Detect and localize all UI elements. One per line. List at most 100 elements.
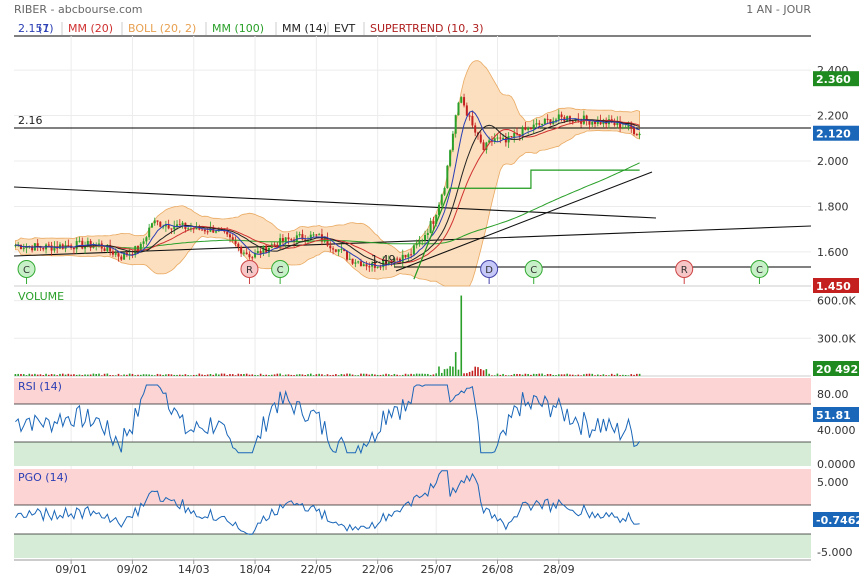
volume-bar [245, 373, 248, 376]
volume-bar [463, 373, 465, 376]
candle-body [25, 246, 28, 249]
low-price-label: 1.49 [371, 253, 396, 266]
candle-body [633, 127, 636, 135]
mm20-line [15, 119, 640, 264]
event-marker [271, 260, 290, 278]
candle-body [488, 140, 491, 143]
candle-body [496, 137, 499, 139]
candle-body [128, 253, 131, 256]
volume-bar [627, 375, 630, 376]
volume-bar [633, 374, 635, 376]
volume-bar [95, 373, 98, 376]
volume-bar [415, 373, 418, 376]
volume-bar [89, 374, 92, 376]
volume-bar [535, 373, 538, 376]
event-marker [480, 260, 499, 278]
volume-bar [251, 374, 254, 376]
volume-bar [585, 373, 588, 376]
volume-bar [401, 374, 404, 376]
volume-bar [31, 374, 33, 376]
volume-bar [418, 373, 421, 376]
volume-bar [179, 374, 181, 376]
volume-bar [220, 373, 223, 376]
volume-bar [126, 374, 128, 376]
volume-bar [410, 373, 412, 376]
candle-body [504, 137, 507, 143]
volume-bar [396, 374, 398, 376]
volume-bar [114, 375, 117, 376]
volume-bar [184, 374, 187, 376]
event-marker-label: C [23, 265, 30, 276]
candle-body [262, 245, 265, 254]
volume-bar [78, 374, 81, 376]
candle-body [457, 102, 460, 116]
volume-bar [505, 375, 507, 376]
period-label[interactable]: 1 AN - JOUR [746, 3, 811, 16]
legend-item: SUPERTREND (10, 3) [370, 22, 484, 35]
volume-bar [379, 374, 382, 376]
candle-body [75, 241, 78, 250]
volume-bar [563, 374, 566, 376]
candle-body [343, 248, 346, 252]
volume-y-tick: 600.0K [817, 295, 856, 308]
volume-bar [323, 375, 326, 376]
candle-body [619, 121, 622, 129]
event-marker [240, 260, 259, 278]
volume-bar [103, 373, 106, 376]
candle-body [446, 165, 449, 189]
volume-bar [276, 373, 279, 376]
candle-body [474, 125, 477, 133]
volume-bar [123, 374, 125, 376]
volume-bar [223, 373, 226, 376]
volume-bar [527, 373, 529, 376]
volume-bar [354, 375, 357, 376]
volume-bar [513, 373, 516, 376]
volume-bar [479, 369, 482, 376]
pgo-badge-label: -0.7462 [816, 514, 860, 527]
volume-bar [348, 373, 351, 376]
volume-bar [315, 374, 318, 376]
candle-body [471, 115, 474, 126]
candle-body [346, 251, 349, 260]
candle-body [354, 262, 357, 264]
volume-bar [215, 373, 217, 376]
volume-bar [368, 374, 371, 376]
volume-bar [159, 374, 162, 376]
volume-bar [173, 374, 176, 376]
legend-item: MM (20) [68, 22, 113, 35]
volume-bar [449, 366, 451, 376]
volume-bar [112, 375, 114, 376]
volume-bar [64, 374, 67, 376]
candle-body [432, 221, 435, 224]
candle-body [635, 134, 638, 136]
volume-bar [36, 374, 39, 376]
candle-body [153, 220, 156, 224]
volume-bar [580, 375, 582, 376]
volume-bar [128, 373, 131, 376]
volume-bar [14, 374, 17, 376]
volume-bar [407, 374, 410, 376]
volume-bar [39, 374, 42, 376]
candle-body [14, 245, 17, 247]
volume-bar [59, 373, 61, 376]
candle-body [621, 127, 624, 129]
volume-bar [279, 373, 281, 376]
x-tick-label: 18/04 [239, 563, 271, 576]
x-tick-label: 22/05 [301, 563, 333, 576]
volume-bar [510, 375, 513, 376]
candle-body [485, 142, 488, 151]
volume-bar [560, 374, 563, 376]
volume-bar [616, 373, 619, 376]
volume-bar [332, 374, 334, 376]
candle-body [541, 124, 544, 126]
volume-bar [371, 373, 373, 376]
candle-body [437, 204, 440, 215]
candle-body [396, 258, 399, 260]
pgo-panel-overbought-zone [14, 469, 811, 505]
volume-bar [518, 374, 521, 376]
price-badge-label: 1.450 [816, 280, 851, 293]
volume-bar [566, 373, 568, 376]
legend-price-label: 2.151 [18, 22, 50, 35]
rsi-badge-label: 51.81 [816, 409, 851, 422]
volume-bar [552, 374, 555, 376]
